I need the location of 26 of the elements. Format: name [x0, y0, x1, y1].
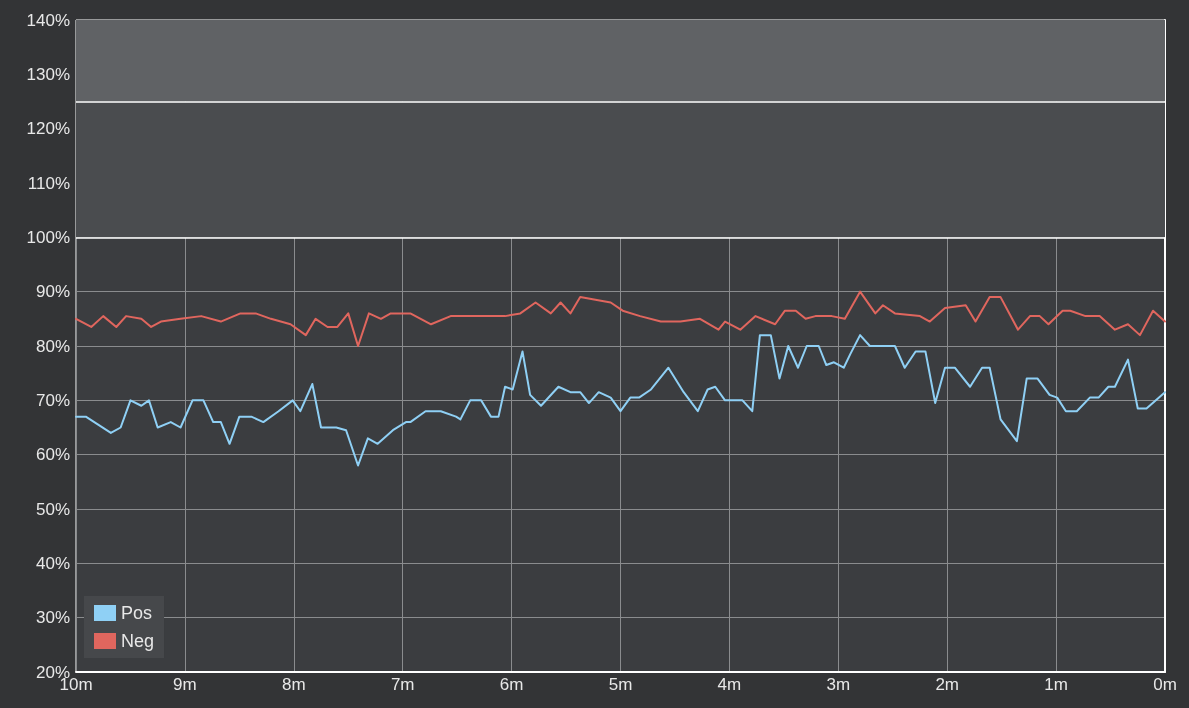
x-tick-label: 0m: [1153, 675, 1177, 694]
y-tick-label: 30%: [35, 608, 70, 628]
x-tick-label: 2m: [935, 675, 960, 694]
x-tick-label: 6m: [499, 675, 524, 694]
y-tick-label: 80%: [35, 336, 70, 356]
y-tick-label: 100%: [26, 227, 70, 247]
x-tick-label: 5m: [608, 675, 633, 694]
x-tick-label: 7m: [390, 675, 415, 694]
y-tick-label: 60%: [35, 445, 70, 465]
x-tick-label: 4m: [717, 675, 742, 694]
y-tick-label: 130%: [26, 64, 70, 84]
x-tick-label: 9m: [173, 675, 197, 694]
y-tick-label: 70%: [35, 390, 70, 410]
x-tick-label: 3m: [826, 675, 851, 694]
y-tick-label: 140%: [26, 10, 70, 30]
line-series: [75, 334, 1166, 467]
y-tick-label: 90%: [35, 282, 70, 302]
y-tick-label: 120%: [26, 119, 70, 139]
x-tick-label: 1m: [1044, 675, 1068, 694]
line-series: [75, 290, 1166, 347]
legend-label: Pos: [121, 603, 153, 623]
y-tick-label: 40%: [35, 553, 70, 573]
x-tick-label: 8m: [281, 675, 306, 694]
legend-label: Neg: [121, 631, 155, 651]
y-tick-label: 110%: [27, 173, 70, 193]
y-tick-label: 50%: [35, 499, 70, 519]
